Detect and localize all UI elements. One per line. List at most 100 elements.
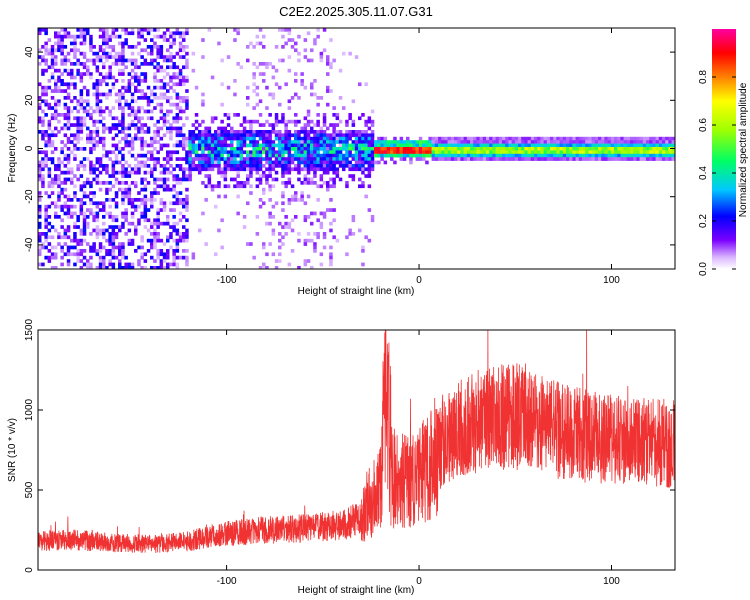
spectrogram-cell xyxy=(73,96,77,100)
spectrogram-cell xyxy=(57,89,61,93)
spectrogram-cell xyxy=(137,130,141,134)
spectrogram-cell xyxy=(50,160,55,165)
spectrogram-cell xyxy=(79,204,84,209)
spectrogram-cell xyxy=(284,82,288,87)
spectrogram-cell xyxy=(457,140,461,144)
spectrogram-cell xyxy=(262,34,266,39)
spectrogram-cell xyxy=(546,140,551,144)
spectrogram-cell xyxy=(204,174,208,178)
spectrogram-cell xyxy=(447,136,452,141)
spectrogram-cell xyxy=(156,140,160,144)
spectrogram-cell xyxy=(284,160,288,165)
spectrogram-cell xyxy=(60,89,64,93)
spectrogram-cell xyxy=(82,232,87,236)
spectrogram-cell xyxy=(358,167,362,172)
spectrogram-cell xyxy=(649,136,653,141)
spectrogram-cell xyxy=(460,153,464,158)
spectrogram-cell xyxy=(89,208,93,212)
spectrogram-cell xyxy=(278,102,282,107)
spectrogram-cell xyxy=(156,160,160,165)
spectrogram-cell xyxy=(60,204,64,209)
spectrogram-cell xyxy=(95,102,100,107)
spectrogram-cell xyxy=(262,266,266,269)
spectrogram-cell xyxy=(47,133,52,138)
spectrogram-cell xyxy=(153,218,157,223)
spectrogram-cell xyxy=(281,147,285,151)
spectrogram-cell xyxy=(217,170,221,175)
spectrogram-cell xyxy=(50,75,55,80)
spectrogram-cell xyxy=(66,109,71,114)
spectrogram-cell xyxy=(124,41,128,46)
spectrogram-cell xyxy=(265,221,269,226)
spectrogram-cell xyxy=(329,255,333,260)
spectrogram-cell xyxy=(591,140,596,144)
spectrogram-cell xyxy=(358,157,362,161)
spectrogram-cell xyxy=(105,96,109,100)
spectrogram-cell xyxy=(153,164,157,168)
spectrogram-cell xyxy=(338,153,343,158)
spectrogram-cell xyxy=(588,136,592,141)
spectrogram-cell xyxy=(479,150,484,155)
spectrogram-cell xyxy=(89,75,93,80)
spectrogram-cell xyxy=(73,238,77,243)
spectrogram-cell xyxy=(646,153,650,158)
spectrogram-cell xyxy=(102,34,106,39)
spectrogram-cell xyxy=(185,259,189,263)
spectrogram-cell xyxy=(434,147,439,151)
spectrogram-cell xyxy=(345,160,349,165)
spectrogram-cell xyxy=(166,157,170,161)
spectrogram-cell xyxy=(57,68,61,73)
spectrogram-cell xyxy=(98,181,103,185)
spectrogram-cell xyxy=(111,136,116,141)
spectrogram-cell xyxy=(306,167,311,172)
spectrogram-cell xyxy=(124,191,128,195)
spectrogram-cell xyxy=(134,126,138,131)
spectrogram-cell xyxy=(66,92,71,97)
spectrogram-cell xyxy=(150,109,154,114)
spectrogram-cell xyxy=(60,72,64,76)
spectrogram-cell xyxy=(230,143,234,148)
spectrogram-cell xyxy=(242,184,247,189)
spectrogram-cell xyxy=(166,126,170,131)
spectrogram-cell xyxy=(268,133,272,138)
spectrogram-cell xyxy=(172,126,176,131)
spectrogram-cell xyxy=(124,194,128,199)
spectrogram-cell xyxy=(281,167,285,172)
spectrogram-cell xyxy=(319,51,324,56)
spectrogram-cell xyxy=(198,123,202,127)
spectrogram-cell xyxy=(332,184,336,189)
spectrogram-cell xyxy=(95,130,100,134)
spectrogram-cell xyxy=(671,150,675,155)
spectrogram-cell xyxy=(236,160,240,165)
spectrogram-cell xyxy=(553,150,557,155)
spectrogram-cell xyxy=(207,136,212,141)
spectrogram-cell xyxy=(281,136,285,141)
spectrogram-cell xyxy=(166,113,170,117)
spectrogram-cell xyxy=(271,92,276,97)
spectrogram-cell xyxy=(386,140,391,144)
spectrogram-cell xyxy=(188,160,192,165)
spectrogram-cell xyxy=(313,242,317,246)
spectrogram-cell xyxy=(111,228,116,233)
spectrogram-cell xyxy=(50,116,55,121)
spectrogram-cell xyxy=(319,177,324,182)
spectrogram-cell xyxy=(89,160,93,165)
spectrogram-cell xyxy=(121,45,125,49)
spectrogram-cell xyxy=(111,235,116,240)
spectrogram-cell xyxy=(134,133,138,138)
spectrogram-cell xyxy=(316,160,320,165)
spectrogram-cell xyxy=(358,136,362,141)
spectrogram-cell xyxy=(118,228,122,233)
spectrogram-cell xyxy=(146,218,151,223)
spectrogram-cell xyxy=(287,133,292,138)
spectrogram-cell xyxy=(44,215,48,219)
spectrogram-cell xyxy=(89,191,93,195)
spectrogram-cell xyxy=(166,130,170,134)
spectrogram-cell xyxy=(422,150,426,155)
spectrogram-cell xyxy=(242,136,247,141)
spectrogram-cell xyxy=(662,153,666,158)
spectrogram-cell xyxy=(329,221,333,226)
spectrogram-cell xyxy=(175,75,180,80)
spectrogram-cell xyxy=(121,51,125,56)
spectrogram-cell xyxy=(255,102,260,107)
